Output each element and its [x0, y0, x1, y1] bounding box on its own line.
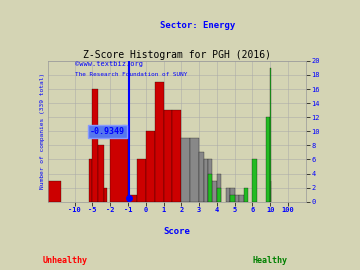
Text: Sector: Energy: Sector: Energy	[160, 21, 236, 30]
Bar	[172, 110, 181, 202]
Y-axis label: Number of companies (339 total): Number of companies (339 total)	[40, 73, 45, 189]
Bar	[212, 181, 217, 202]
Bar	[89, 159, 93, 202]
Bar	[137, 159, 146, 202]
Bar	[217, 174, 221, 202]
Bar	[155, 82, 163, 202]
Bar	[208, 174, 212, 202]
Bar	[146, 131, 155, 202]
X-axis label: Score: Score	[163, 227, 190, 236]
Text: Healthy: Healthy	[252, 256, 288, 265]
Bar	[93, 89, 98, 202]
Bar	[181, 138, 190, 202]
Bar	[48, 181, 61, 202]
Bar	[208, 159, 212, 202]
Text: -0.9349: -0.9349	[90, 127, 125, 136]
Bar	[239, 195, 243, 202]
Bar	[230, 188, 235, 202]
Bar	[199, 152, 203, 202]
Title: Z-Score Histogram for PGH (2016): Z-Score Histogram for PGH (2016)	[83, 50, 271, 60]
Text: ©www.textbiz.org: ©www.textbiz.org	[75, 61, 143, 67]
Bar	[235, 195, 239, 202]
Bar	[190, 138, 199, 202]
Bar	[128, 195, 137, 202]
Text: The Research Foundation of SUNY: The Research Foundation of SUNY	[75, 72, 187, 77]
Bar	[226, 188, 230, 202]
Bar	[203, 159, 208, 202]
Bar	[163, 110, 172, 202]
Text: Unhealthy: Unhealthy	[42, 256, 87, 265]
Bar	[270, 68, 271, 202]
Bar	[252, 159, 257, 202]
Bar	[217, 188, 221, 202]
Bar	[104, 188, 107, 202]
Bar	[230, 195, 235, 202]
Bar	[243, 188, 248, 202]
Bar	[266, 117, 270, 202]
Bar	[110, 138, 128, 202]
Bar	[98, 145, 104, 202]
